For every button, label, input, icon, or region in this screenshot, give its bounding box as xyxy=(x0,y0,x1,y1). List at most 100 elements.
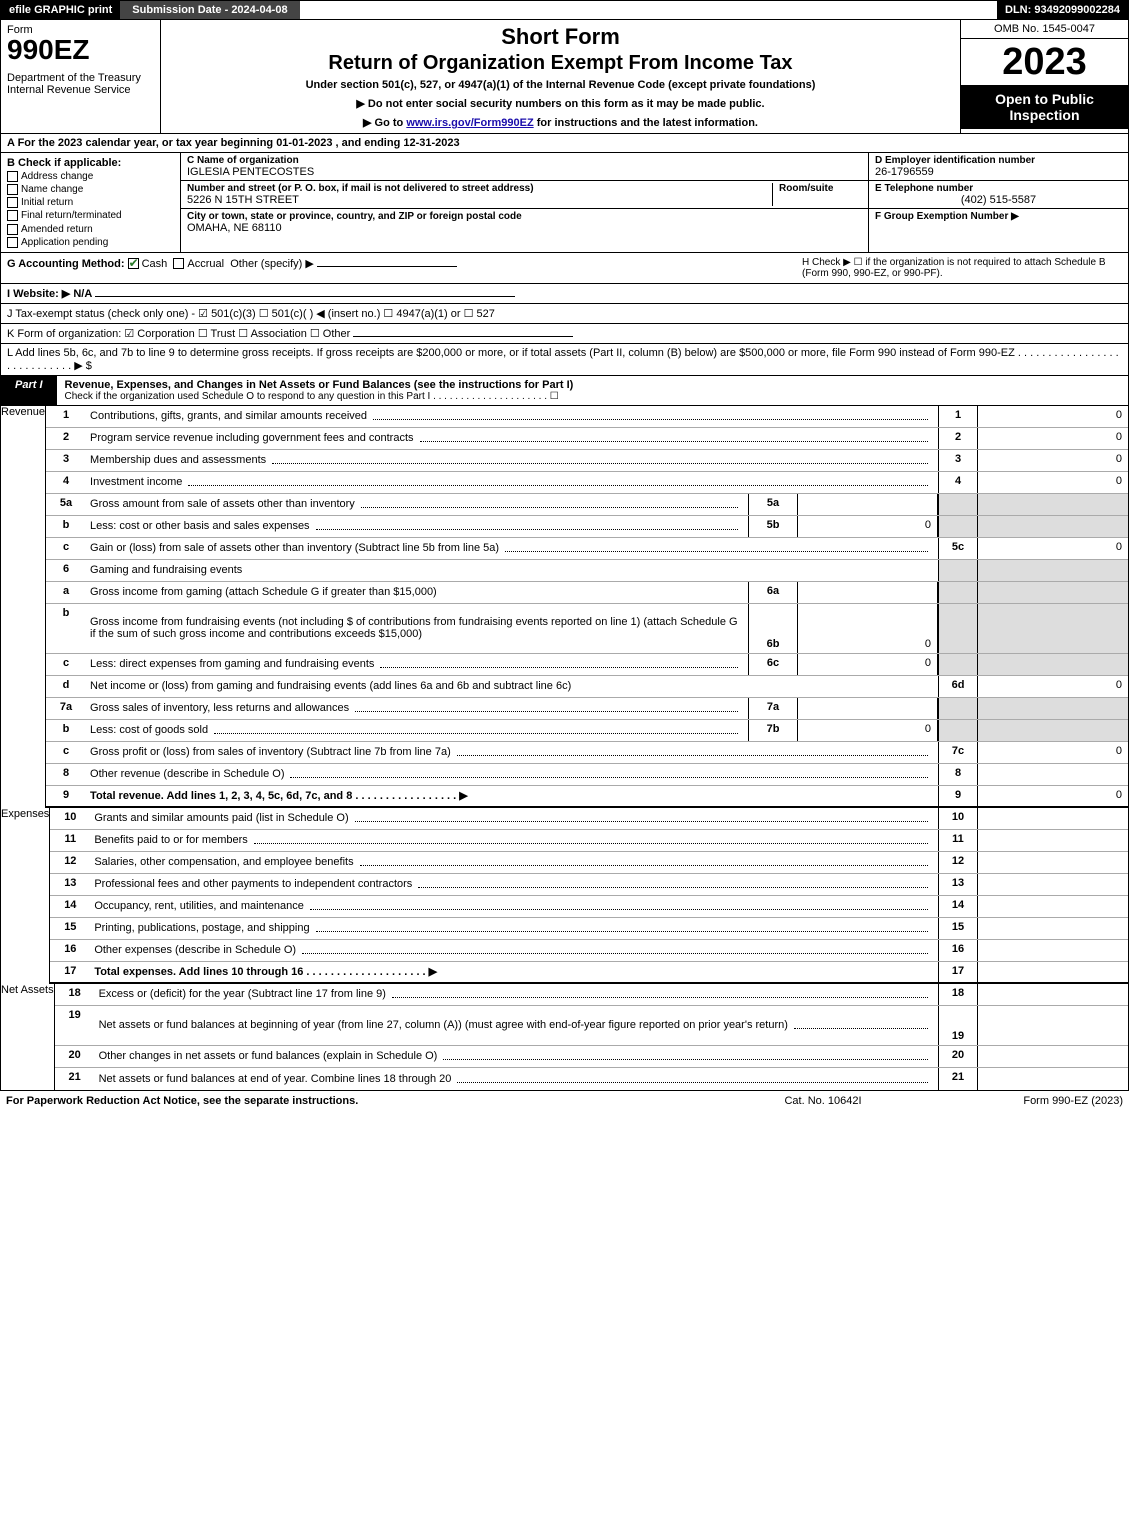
group-row: F Group Exemption Number ▶ xyxy=(869,209,1128,252)
group-label: F Group Exemption Number ▶ xyxy=(875,211,1122,222)
line-12: 12 Salaries, other compensation, and emp… xyxy=(50,852,1128,874)
line-19: 19 Net assets or fund balances at beginn… xyxy=(55,1006,1128,1046)
efile-print-label[interactable]: efile GRAPHIC print xyxy=(1,1,120,19)
line-6: 6 Gaming and fundraising events xyxy=(46,560,1128,582)
header-right: OMB No. 1545-0047 2023 Open to Public In… xyxy=(960,20,1128,133)
line-5c: c Gain or (loss) from sale of assets oth… xyxy=(46,538,1128,560)
line-6c: c Less: direct expenses from gaming and … xyxy=(46,654,1128,676)
short-form-title: Short Form xyxy=(171,24,950,50)
part1-lines: Revenue 1 Contributions, gifts, grants, … xyxy=(0,406,1129,1091)
line-21: 21 Net assets or fund balances at end of… xyxy=(55,1068,1128,1090)
chk-name-change[interactable]: Name change xyxy=(7,184,174,195)
part1-tag: Part I xyxy=(1,376,57,405)
line-5b-value: 0 xyxy=(798,516,938,537)
header-center: Short Form Return of Organization Exempt… xyxy=(161,20,960,133)
tel-label: E Telephone number xyxy=(875,183,1122,194)
line-1-value: 0 xyxy=(978,406,1128,427)
paperwork-notice: For Paperwork Reduction Act Notice, see … xyxy=(6,1095,723,1107)
form-header: Form 990EZ Department of the Treasury In… xyxy=(0,20,1129,134)
city-value: OMAHA, NE 68110 xyxy=(187,222,862,234)
line-10-value xyxy=(978,808,1128,829)
chk-final-return[interactable]: Final return/terminated xyxy=(7,210,174,221)
line-1: 1 Contributions, gifts, grants, and simi… xyxy=(46,406,1128,428)
cat-number: Cat. No. 10642I xyxy=(723,1095,923,1107)
room-label: Room/suite xyxy=(779,183,862,194)
open-public-inspection: Open to Public Inspection xyxy=(961,85,1128,129)
line-17-value xyxy=(978,962,1128,982)
col-c-org-info: C Name of organization IGLESIA PENTECOST… xyxy=(181,153,868,252)
line-17: 17 Total expenses. Add lines 10 through … xyxy=(50,962,1128,984)
line-7c-value: 0 xyxy=(978,742,1128,763)
line-6a-value xyxy=(798,582,938,603)
line-6b: b Gross income from fundraising events (… xyxy=(46,604,1128,654)
line-14: 14 Occupancy, rent, utilities, and maint… xyxy=(50,896,1128,918)
line-21-value xyxy=(978,1068,1128,1090)
line-4: 4 Investment income 4 0 xyxy=(46,472,1128,494)
part1-header: Part I Revenue, Expenses, and Changes in… xyxy=(0,376,1129,406)
ein-value: 26-1796559 xyxy=(875,166,1122,178)
main-title: Return of Organization Exempt From Incom… xyxy=(171,52,950,75)
city-row: City or town, state or province, country… xyxy=(181,209,868,236)
row-gh: G Accounting Method: Cash Accrual Other … xyxy=(0,253,1129,284)
line-2: 2 Program service revenue including gove… xyxy=(46,428,1128,450)
chk-accrual[interactable] xyxy=(173,258,184,269)
col-d-ein-tel: D Employer identification number 26-1796… xyxy=(868,153,1128,252)
street-label: Number and street (or P. O. box, if mail… xyxy=(187,183,772,194)
line-15-value xyxy=(978,918,1128,939)
line-16-value xyxy=(978,940,1128,961)
line-11: 11 Benefits paid to or for members 11 xyxy=(50,830,1128,852)
chk-amended-return[interactable]: Amended return xyxy=(7,224,174,235)
ein-row: D Employer identification number 26-1796… xyxy=(869,153,1128,181)
row-bcd: B Check if applicable: Address change Na… xyxy=(0,153,1129,253)
line-3-value: 0 xyxy=(978,450,1128,471)
h-schedule-b: H Check ▶ ☐ if the organization is not r… xyxy=(802,257,1122,279)
line-6d: d Net income or (loss) from gaming and f… xyxy=(46,676,1128,698)
line-11-value xyxy=(978,830,1128,851)
goto-post: for instructions and the latest informat… xyxy=(534,117,758,129)
ein-label: D Employer identification number xyxy=(875,155,1122,166)
line-20: 20 Other changes in net assets or fund b… xyxy=(55,1046,1128,1068)
part1-title: Revenue, Expenses, and Changes in Net As… xyxy=(57,376,1128,405)
line-15: 15 Printing, publications, postage, and … xyxy=(50,918,1128,940)
line-7c: c Gross profit or (loss) from sales of i… xyxy=(46,742,1128,764)
tel-row: E Telephone number (402) 515-5587 xyxy=(869,181,1128,209)
header-left: Form 990EZ Department of the Treasury In… xyxy=(1,20,161,133)
line-13: 13 Professional fees and other payments … xyxy=(50,874,1128,896)
tax-year: 2023 xyxy=(961,39,1128,85)
line-6d-value: 0 xyxy=(978,676,1128,697)
line-6c-value: 0 xyxy=(798,654,938,675)
goto-pre: ▶ Go to xyxy=(363,117,406,129)
org-name-row: C Name of organization IGLESIA PENTECOST… xyxy=(181,153,868,181)
chk-application-pending[interactable]: Application pending xyxy=(7,237,174,248)
dln: DLN: 93492099002284 xyxy=(997,1,1128,19)
chk-initial-return[interactable]: Initial return xyxy=(7,197,174,208)
line-16: 16 Other expenses (describe in Schedule … xyxy=(50,940,1128,962)
chk-address-change[interactable]: Address change xyxy=(7,171,174,182)
line-6b-value: 0 xyxy=(798,604,938,653)
line-14-value xyxy=(978,896,1128,917)
col-b-checkboxes: B Check if applicable: Address change Na… xyxy=(1,153,181,252)
col-b-header: B Check if applicable: xyxy=(7,157,174,169)
row-j-tax-exempt: J Tax-exempt status (check only one) - ☑… xyxy=(0,304,1129,324)
g-label: G Accounting Method: xyxy=(7,258,125,270)
city-label: City or town, state or province, country… xyxy=(187,211,862,222)
chk-cash[interactable] xyxy=(128,258,139,269)
line-5a-value xyxy=(798,494,938,515)
line-2-value: 0 xyxy=(978,428,1128,449)
irs-label: Internal Revenue Service xyxy=(7,84,154,96)
dept-treasury: Department of the Treasury xyxy=(7,72,154,84)
line-5b: b Less: cost or other basis and sales ex… xyxy=(46,516,1128,538)
page-footer: For Paperwork Reduction Act Notice, see … xyxy=(0,1091,1129,1111)
goto-note: ▶ Go to www.irs.gov/Form990EZ for instru… xyxy=(171,116,950,129)
line-7a: 7a Gross sales of inventory, less return… xyxy=(46,698,1128,720)
irs-link[interactable]: www.irs.gov/Form990EZ xyxy=(406,117,533,129)
form-number: 990EZ xyxy=(7,36,154,64)
accounting-method: G Accounting Method: Cash Accrual Other … xyxy=(7,257,802,279)
line-9-value: 0 xyxy=(978,786,1128,806)
row-l-gross-receipts: L Add lines 5b, 6c, and 7b to line 9 to … xyxy=(0,344,1129,376)
line-18: 18 Excess or (deficit) for the year (Sub… xyxy=(55,984,1128,1006)
sidecat-expenses: Expenses xyxy=(1,808,50,984)
line-8-value xyxy=(978,764,1128,785)
topbar: efile GRAPHIC print Submission Date - 20… xyxy=(0,0,1129,20)
row-i-website: I Website: ▶ N/A xyxy=(0,284,1129,304)
